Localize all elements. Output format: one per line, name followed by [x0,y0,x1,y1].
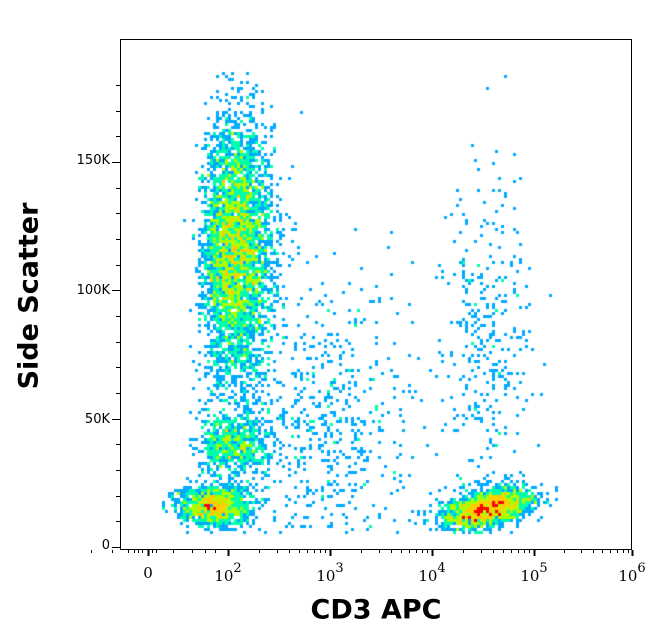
y-tick-label: 150K [76,153,110,168]
x-tick-label: 103 [316,561,344,585]
density-plot-area [120,39,632,550]
y-tick-label: 0 [101,538,110,553]
y-tick-label: 50K [84,412,110,427]
x-tick-label: 104 [418,561,446,585]
x-tick-label: 102 [214,561,242,585]
plot-frame [120,39,632,550]
y-axis-label: Side Scatter [13,202,45,390]
x-tick-label: 105 [520,561,548,585]
x-tick-label: 106 [618,561,646,585]
y-tick-label: 100K [76,283,110,298]
x-tick-label: 0 [143,564,153,582]
x-axis-label: CD3 APC [310,594,442,626]
